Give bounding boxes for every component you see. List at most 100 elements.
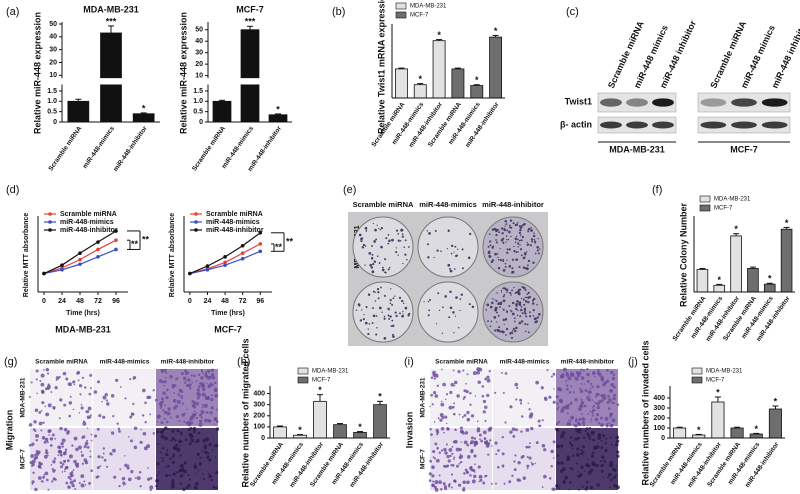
cell xyxy=(611,418,616,423)
colony xyxy=(434,229,437,232)
cell xyxy=(175,443,179,447)
cell xyxy=(129,415,133,419)
cell xyxy=(96,466,100,470)
cell xyxy=(466,480,470,485)
cell xyxy=(90,469,93,473)
cell xyxy=(511,427,516,432)
cell xyxy=(141,414,145,417)
colony xyxy=(530,229,533,232)
cell xyxy=(191,381,193,384)
colony xyxy=(494,299,496,301)
cell xyxy=(502,465,504,468)
blot-band xyxy=(761,121,788,129)
colony xyxy=(515,307,518,311)
bar xyxy=(780,228,793,293)
cell xyxy=(182,487,186,491)
cell xyxy=(38,462,42,466)
error-bar xyxy=(753,432,760,434)
cell xyxy=(31,459,36,464)
bar xyxy=(713,284,726,293)
colony xyxy=(375,333,378,336)
colony xyxy=(515,235,518,238)
cell xyxy=(183,420,186,424)
cell xyxy=(164,368,167,372)
colony xyxy=(362,243,366,247)
colony xyxy=(379,228,382,231)
cell xyxy=(165,452,169,457)
cell xyxy=(69,395,72,398)
cell xyxy=(525,445,529,449)
colony xyxy=(532,261,535,264)
cell xyxy=(214,443,219,448)
colony xyxy=(391,324,395,328)
cell xyxy=(504,421,507,424)
colony xyxy=(519,315,522,318)
cell xyxy=(434,373,439,378)
cell xyxy=(214,381,217,385)
colony xyxy=(506,238,508,241)
cell xyxy=(606,401,610,405)
colony xyxy=(392,335,395,338)
cell xyxy=(90,433,93,436)
error-bar xyxy=(766,282,773,285)
colony xyxy=(538,252,540,255)
colony xyxy=(487,251,491,255)
cell xyxy=(77,379,80,382)
colony xyxy=(377,297,380,300)
colony xyxy=(498,231,501,234)
bar xyxy=(730,235,742,293)
cell xyxy=(32,471,35,474)
cell xyxy=(38,421,43,426)
bar xyxy=(763,283,776,293)
series-line xyxy=(189,232,261,275)
cell xyxy=(68,414,72,418)
cell xyxy=(462,480,467,485)
colony xyxy=(527,229,529,232)
cell xyxy=(508,480,512,484)
cell xyxy=(122,484,125,486)
cell xyxy=(192,430,196,434)
cell xyxy=(170,439,173,442)
cell xyxy=(109,452,113,456)
cell xyxy=(164,404,167,407)
cell xyxy=(40,429,43,432)
cell xyxy=(160,421,164,425)
cell xyxy=(197,469,200,472)
cell xyxy=(46,372,50,375)
x-tick-label: 24 xyxy=(204,298,212,305)
y-axis-label: Relative MTT absorbance xyxy=(169,213,176,298)
cell xyxy=(436,384,439,388)
colony xyxy=(499,258,503,262)
colony xyxy=(368,252,372,255)
colony xyxy=(397,239,400,242)
blot-band xyxy=(652,98,674,107)
cell xyxy=(516,386,519,390)
cell xyxy=(57,445,61,449)
cell xyxy=(172,453,175,457)
cell xyxy=(73,383,76,386)
cell xyxy=(48,434,50,436)
cell xyxy=(63,427,68,432)
cell xyxy=(31,482,34,485)
colony xyxy=(527,291,530,294)
colony xyxy=(520,254,523,257)
row-label: β- actin xyxy=(560,119,592,129)
colony-well xyxy=(352,216,414,278)
cell xyxy=(89,387,92,390)
cell xyxy=(207,451,210,455)
cell xyxy=(609,461,613,465)
cell xyxy=(213,387,218,392)
data-point xyxy=(188,271,192,276)
colony xyxy=(518,265,521,269)
y-tick-label: 200 xyxy=(253,413,265,420)
cell xyxy=(187,473,190,476)
cell xyxy=(432,480,435,483)
cell xyxy=(443,447,447,452)
cell xyxy=(64,465,69,470)
cell xyxy=(31,462,35,467)
cell xyxy=(438,474,441,477)
cell xyxy=(79,393,81,395)
panel-label: (g) xyxy=(4,356,17,368)
cell xyxy=(527,402,529,405)
cell xyxy=(43,474,46,476)
